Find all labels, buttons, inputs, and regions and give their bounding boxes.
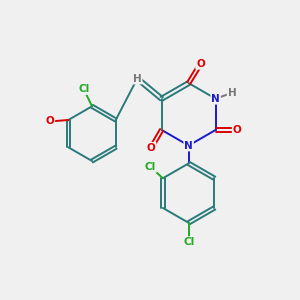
- Text: O: O: [147, 143, 156, 153]
- Text: N: N: [184, 140, 193, 151]
- Text: H: H: [133, 74, 142, 83]
- Text: Cl: Cl: [183, 237, 194, 247]
- Text: N: N: [211, 94, 220, 104]
- Text: Cl: Cl: [145, 162, 156, 172]
- Text: H: H: [228, 88, 236, 98]
- Text: O: O: [46, 116, 54, 127]
- Text: Cl: Cl: [78, 84, 89, 94]
- Text: O: O: [196, 59, 205, 69]
- Text: O: O: [233, 125, 242, 135]
